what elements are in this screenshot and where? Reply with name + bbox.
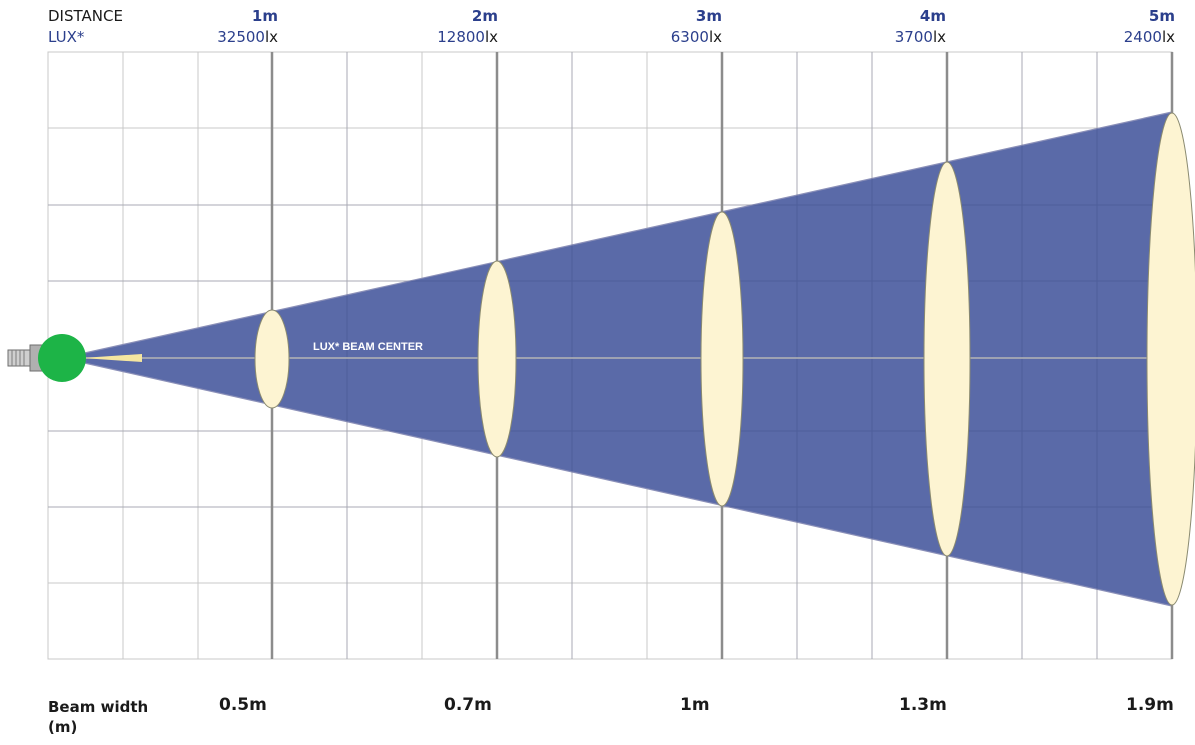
light-beam-cone — [62, 112, 1172, 606]
beam-core — [82, 354, 142, 362]
socket-thread — [7, 349, 31, 367]
lux-value-4m: 3700lx — [894, 28, 946, 46]
distance-header-label: DISTANCE — [48, 7, 123, 25]
lux-header-label: LUX* — [48, 28, 85, 46]
light-spot-5m — [1146, 112, 1195, 606]
lamp-bulb-icon — [38, 334, 86, 382]
lux-value-2m: 12800lx — [437, 28, 498, 46]
distance-3m: 3m — [695, 7, 722, 25]
light-spot-4m — [923, 161, 971, 557]
beam-width-label-line2: (m) — [48, 718, 78, 736]
grid-overlay — [48, 52, 1172, 659]
beam-width-label-line1: Beam width — [48, 698, 149, 716]
lux-value-3m: 6300lx — [670, 28, 722, 46]
light-spot-3m — [700, 211, 744, 507]
beam-edge-top — [61, 111, 1173, 359]
beam-width-3m: 1m — [680, 695, 710, 715]
distance-4m: 4m — [919, 7, 946, 25]
beam-width-2m: 0.7m — [444, 695, 492, 715]
beam-width-5m: 1.9m — [1126, 695, 1174, 715]
lux-value-5m: 2400lx — [1123, 28, 1175, 46]
light-spot-2m — [477, 260, 517, 458]
beam-center-label: LUX* BEAM CENTER — [313, 341, 423, 353]
beam-width-4m: 1.3m — [899, 695, 947, 715]
distance-2m: 2m — [471, 7, 498, 25]
beam-width-1m: 0.5m — [219, 695, 267, 715]
distance-5m: 5m — [1148, 7, 1175, 25]
beam-edge-bottom — [61, 357, 1173, 607]
beam-width-label: Beam width (m) — [48, 697, 148, 737]
light-spot-1m — [254, 309, 290, 409]
lux-value-1m: 32500lx — [217, 28, 278, 46]
distance-1m: 1m — [251, 7, 278, 25]
